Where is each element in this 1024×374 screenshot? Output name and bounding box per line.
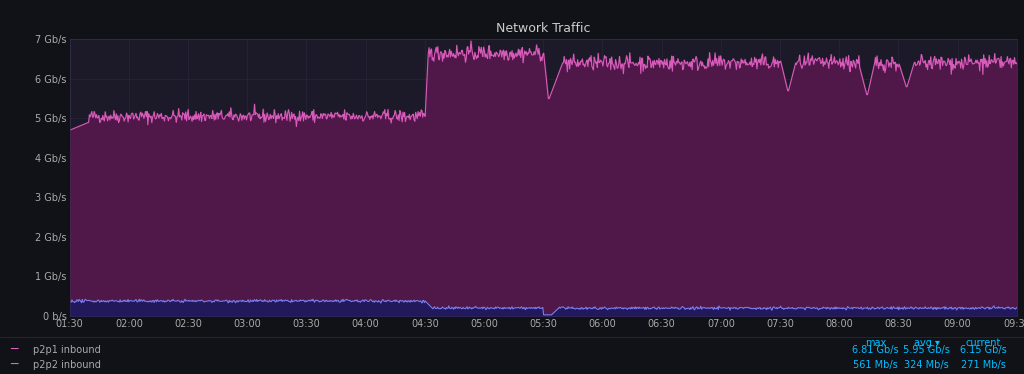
Text: ─: ─ xyxy=(10,358,17,371)
Text: 6.15 Gb/s: 6.15 Gb/s xyxy=(959,346,1007,355)
Text: avg ▾: avg ▾ xyxy=(913,338,940,348)
Text: 271 Mb/s: 271 Mb/s xyxy=(961,360,1006,370)
Text: 5.95 Gb/s: 5.95 Gb/s xyxy=(903,346,950,355)
Text: p2p2 inbound: p2p2 inbound xyxy=(33,360,100,370)
Text: 561 Mb/s: 561 Mb/s xyxy=(853,360,898,370)
Text: max: max xyxy=(865,338,886,348)
Text: 6.81 Gb/s: 6.81 Gb/s xyxy=(852,346,899,355)
Text: ─: ─ xyxy=(10,343,17,356)
Text: 324 Mb/s: 324 Mb/s xyxy=(904,360,949,370)
Title: Network Traffic: Network Traffic xyxy=(496,22,591,35)
Text: current: current xyxy=(966,338,1000,348)
Text: p2p1 inbound: p2p1 inbound xyxy=(33,345,100,355)
